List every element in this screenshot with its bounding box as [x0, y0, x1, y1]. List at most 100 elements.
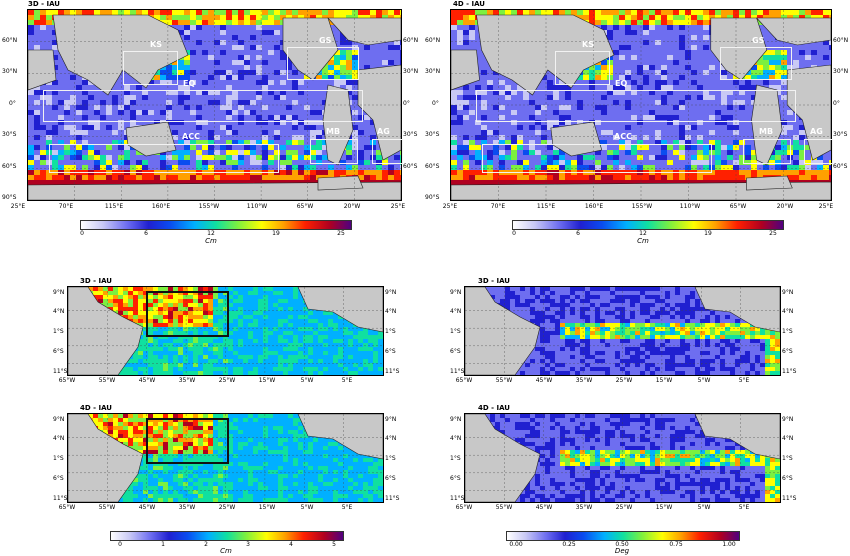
heat-cell: [703, 105, 709, 110]
heat-cell: [703, 150, 709, 155]
heat-cell: [196, 135, 202, 140]
heat-cell: [505, 150, 511, 155]
heat-cell: [463, 165, 469, 170]
heat-cell: [58, 10, 64, 15]
heat-cell: [76, 75, 82, 80]
heat-cell: [52, 110, 58, 115]
heat-cell: [214, 145, 220, 150]
heat-cell: [619, 30, 625, 35]
heat-cell: [679, 140, 685, 145]
heat-cell: [220, 55, 226, 60]
heat-cell: [190, 35, 196, 40]
heat-cell: [757, 15, 763, 20]
heat-cell: [511, 100, 517, 105]
heat-cell: [40, 20, 46, 25]
heat-cell: [166, 85, 172, 90]
heat-cell: [352, 75, 358, 80]
heat-cell: [262, 65, 268, 70]
heat-cell: [214, 65, 220, 70]
heat-cell: [94, 100, 100, 105]
heat-cell: [451, 25, 457, 30]
heat-cell: [124, 140, 130, 145]
heat-cell: [685, 90, 691, 95]
heat-cell: [613, 20, 619, 25]
heat-cell: [70, 90, 76, 95]
heat-cell: [136, 175, 142, 180]
heat-cell: [721, 135, 727, 140]
heat-cell: [589, 160, 595, 165]
heat-cell: [631, 30, 637, 35]
heat-cell: [769, 155, 775, 160]
heat-cell: [685, 165, 691, 170]
heat-cell: [232, 175, 238, 180]
heat-cell: [709, 130, 715, 135]
heat-cell: [82, 115, 88, 120]
heat-cell: [487, 150, 493, 155]
heat-cell: [190, 130, 196, 135]
heat-cell: [451, 180, 457, 185]
heat-cell: [190, 145, 196, 150]
heat-cell: [565, 100, 571, 105]
heat-cell: [292, 140, 298, 145]
heat-cell: [595, 105, 601, 110]
heat-cell: [493, 180, 499, 185]
heat-cell: [138, 287, 143, 291]
heat-cell: [172, 95, 178, 100]
heat-cell: [709, 180, 715, 185]
heat-cell: [649, 90, 655, 95]
heat-cell: [118, 75, 124, 80]
heat-cell: [619, 100, 625, 105]
heat-cell: [679, 65, 685, 70]
heat-cell: [475, 80, 481, 85]
heat-cell: [679, 135, 685, 140]
heat-cell: [124, 85, 130, 90]
heat-cell: [697, 105, 703, 110]
heat-cell: [316, 10, 322, 15]
heat-cell: [559, 180, 565, 185]
heat-cell: [601, 110, 607, 115]
heat-cell: [286, 135, 292, 140]
heat-cell: [304, 80, 310, 85]
heat-cell: [799, 120, 805, 125]
heat-cell: [118, 287, 123, 291]
heat-cell: [655, 180, 661, 185]
heat-cell: [721, 80, 727, 85]
heat-cell: [292, 110, 298, 115]
heat-cell: [637, 10, 643, 15]
heat-cell: [256, 65, 262, 70]
heat-cell: [88, 150, 94, 155]
heat-cell: [208, 175, 214, 180]
heat-cell: [328, 10, 334, 15]
heat-cell: [703, 110, 709, 115]
heat-cell: [481, 155, 487, 160]
heat-cell: [583, 80, 589, 85]
heat-cell: [805, 55, 811, 60]
heat-cell: [196, 100, 202, 105]
heat-cell: [679, 30, 685, 35]
heat-cell: [274, 40, 280, 45]
heat-cell: [595, 160, 601, 165]
heat-cell: [112, 10, 118, 15]
heat-cell: [667, 105, 673, 110]
heat-cell: [298, 80, 304, 85]
heat-cell: [715, 140, 721, 145]
heat-cell: [34, 140, 40, 145]
heat-cell: [697, 40, 703, 45]
heat-cell: [769, 165, 775, 170]
heat-cell: [523, 110, 529, 115]
heat-cell: [643, 115, 649, 120]
heat-cell: [46, 15, 52, 20]
heat-cell: [697, 130, 703, 135]
heat-cell: [340, 35, 346, 40]
heat-cell: [625, 65, 631, 70]
heat-cell: [166, 15, 172, 20]
heat-cell: [775, 80, 781, 85]
heat-cell: [94, 110, 100, 115]
heat-cell: [757, 80, 763, 85]
heat-cell: [709, 110, 715, 115]
heat-cell: [511, 90, 517, 95]
heat-cell: [679, 35, 685, 40]
heat-cell: [154, 180, 160, 185]
heat-cell: [304, 15, 310, 20]
heat-cell: [595, 90, 601, 95]
